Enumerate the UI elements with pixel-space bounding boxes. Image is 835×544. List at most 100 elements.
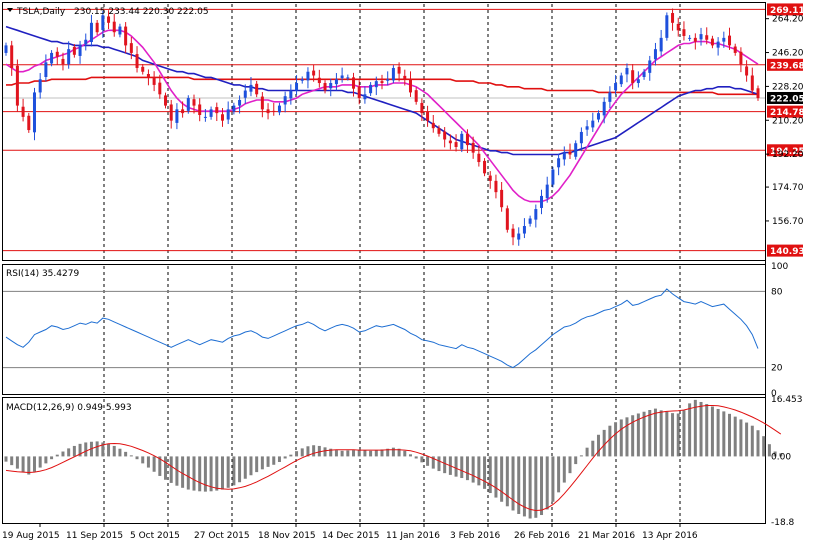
macd-bar (32, 456, 36, 472)
macd-bar (346, 450, 350, 457)
x-tick-label: 3 Feb 2016 (450, 531, 501, 541)
candle-body (614, 83, 618, 91)
macd-bar (403, 450, 407, 457)
candle-body (699, 34, 703, 40)
price-y-tick-label: 228.20 (772, 82, 804, 92)
candle-body (722, 37, 726, 42)
candle-body (306, 71, 310, 81)
macd-bar (84, 442, 88, 457)
macd-bar (124, 451, 128, 457)
candle-body (693, 37, 697, 42)
macd-bar (118, 448, 122, 457)
price-level-badge (767, 3, 803, 16)
candle-body (249, 84, 253, 92)
candle-body (334, 79, 338, 85)
macd-bar (454, 456, 458, 477)
macd-bar (596, 434, 600, 457)
macd-bar (363, 450, 367, 457)
candle-body (152, 77, 156, 85)
candle-body (705, 35, 709, 40)
macd-bar (27, 456, 31, 475)
candle-body (277, 105, 281, 113)
macd-bar (568, 456, 572, 474)
macd-bar (477, 456, 481, 486)
candle-body (733, 46, 737, 53)
macd-bar (67, 448, 71, 457)
macd-bar (728, 413, 732, 457)
candle-body (72, 46, 76, 55)
header: TSLA,Daily 230.15 233.44 220.30 222.05 (7, 7, 209, 17)
macd-bar (762, 436, 766, 457)
macd-bar (665, 411, 669, 457)
macd-bar (107, 443, 111, 457)
candle-body (745, 66, 749, 76)
macd-bar (15, 456, 19, 469)
candle-body (471, 142, 475, 153)
candle-body (391, 67, 395, 81)
candle-body (500, 189, 504, 208)
macd-bar (488, 456, 492, 494)
candle-body (431, 122, 435, 129)
candle-body (55, 51, 59, 57)
macd-bar (198, 456, 202, 492)
candle-body (38, 79, 42, 93)
candle-body (283, 96, 287, 105)
macd-bar (10, 456, 14, 466)
current-price-label: 222.05 (770, 94, 805, 104)
macd-bar (334, 450, 338, 457)
price-level-badge (767, 58, 803, 71)
price-level-badge (767, 144, 803, 157)
price-y-tick-label: 192.20 (772, 150, 804, 160)
macd-bar (192, 456, 196, 491)
horizontal-levels: 269.11 239.68 214.78 194.25 140.93 222.05 (3, 3, 805, 257)
macd-bar (78, 443, 82, 457)
candle-body (557, 158, 561, 168)
macd-bar (534, 456, 538, 518)
macd-bar (420, 456, 424, 463)
candle-body (169, 104, 173, 121)
candle-body (688, 37, 692, 39)
candle-body (67, 49, 71, 65)
price-level-label: 269.11 (770, 6, 805, 16)
macd-bar (574, 456, 578, 465)
macd-bar (773, 451, 777, 457)
candle-body (198, 104, 202, 116)
collapse-triangle-icon[interactable] (7, 8, 13, 12)
candle-body (61, 58, 65, 65)
candle-body (653, 49, 657, 60)
candle-body (107, 16, 111, 23)
macd-bar (733, 416, 737, 457)
macd-bar (483, 456, 487, 489)
candle-body (380, 81, 384, 84)
macd-bar (528, 456, 532, 519)
candle-body (505, 208, 509, 230)
macd-bar (505, 456, 509, 507)
candle-body (477, 153, 481, 163)
x-tick-label: 18 Nov 2015 (258, 531, 316, 541)
candle-body (158, 82, 162, 95)
price-y-tick-label: 210.20 (772, 116, 804, 126)
macd-bar (648, 410, 652, 457)
x-tick-label: 11 Jan 2016 (386, 531, 440, 541)
macd-y-tick-label: 16.453 (771, 395, 803, 405)
macd-bar (312, 445, 316, 457)
price-y-tick-label: 174.70 (772, 183, 804, 193)
moving-averages (5, 25, 759, 203)
macd-bar (779, 453, 783, 457)
macd-bar (659, 410, 663, 457)
macd-bar (745, 422, 749, 457)
macd-bar (357, 449, 361, 457)
vertical-gridlines (103, 4, 681, 522)
rsi-y-tick-label: 0 (771, 389, 777, 399)
macd-bar (300, 448, 304, 457)
candle-body (403, 75, 407, 80)
candle-body (352, 77, 356, 89)
macd-bar (716, 408, 720, 457)
candle-body (534, 209, 538, 220)
candle-body (568, 151, 572, 155)
macd-bar (21, 456, 25, 473)
macd-bar (540, 456, 544, 516)
candle-body (488, 175, 492, 181)
